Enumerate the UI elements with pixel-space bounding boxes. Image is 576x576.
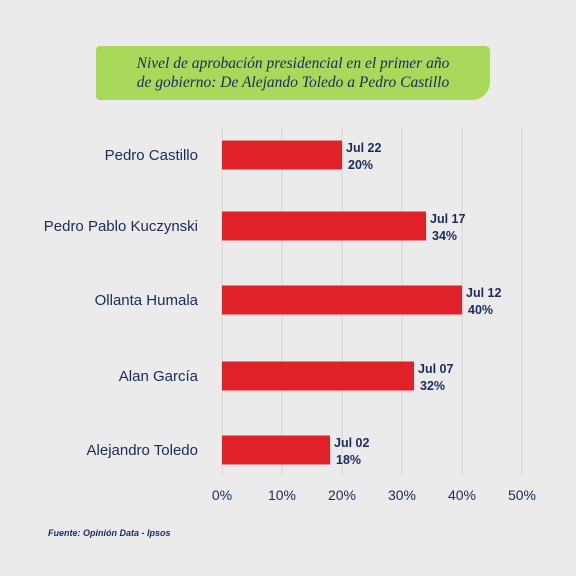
- bar: [222, 435, 330, 465]
- bar-value-label: 32%: [420, 379, 445, 393]
- bar-date-label: Jul 17: [430, 212, 465, 226]
- bar-date-label: Jul 07: [418, 362, 453, 376]
- bar-value-label: 40%: [468, 303, 493, 317]
- category-label: Ollanta Humala: [95, 292, 199, 309]
- category-label: Alejandro Toledo: [87, 442, 198, 459]
- chart-title-line-2: de gobierno: De Alejando Toledo a Pedro …: [136, 74, 450, 91]
- x-tick-label: 10%: [268, 487, 296, 503]
- bar-value-label: 20%: [348, 158, 373, 172]
- category-label: Pedro Castillo: [105, 147, 198, 164]
- x-tick-label: 30%: [388, 487, 416, 503]
- x-tick-label: 40%: [448, 487, 476, 503]
- bar: [222, 140, 342, 170]
- x-tick-label: 50%: [508, 487, 536, 503]
- bar: [222, 285, 462, 315]
- x-tick-label: 20%: [328, 487, 356, 503]
- bar-date-label: Jul 22: [346, 141, 381, 155]
- bar-value-label: 18%: [336, 453, 361, 467]
- bar: [222, 361, 414, 391]
- chart-title-box: Nivel de aprobación presidencial en el p…: [96, 46, 490, 100]
- chart-title-line-1: Nivel de aprobación presidencial en el p…: [136, 55, 450, 72]
- category-label: Pedro Pablo Kuczynski: [44, 218, 198, 235]
- bar-date-label: Jul 12: [466, 286, 501, 300]
- category-label: Alan García: [119, 368, 199, 385]
- bar-value-label: 34%: [432, 229, 457, 243]
- bar: [222, 211, 426, 241]
- x-tick-label: 0%: [212, 487, 232, 503]
- bar-date-label: Jul 02: [334, 436, 369, 450]
- source-note: Fuente: Opinión Data - Ipsos: [48, 528, 171, 538]
